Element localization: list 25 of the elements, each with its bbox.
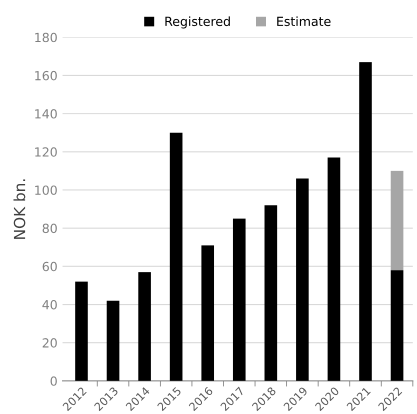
y-tick-label: 80 <box>42 224 57 234</box>
bar <box>390 170 404 270</box>
y-tick-label: 100 <box>35 185 57 195</box>
y-tick-label: 20 <box>42 338 57 348</box>
legend-label: Registered <box>165 16 230 29</box>
y-tick-label: 0 <box>50 376 57 386</box>
y-tick-label: 140 <box>35 109 57 119</box>
y-axis-title: NOK bn. <box>13 179 26 239</box>
bar <box>170 132 182 381</box>
y-tick-label: 180 <box>35 32 57 42</box>
bar <box>201 245 214 381</box>
legend-label: Estimate <box>277 16 331 26</box>
bar <box>106 300 120 381</box>
bar <box>232 218 246 381</box>
y-tick-label: 40 <box>42 300 57 310</box>
bar <box>75 282 88 381</box>
bar <box>296 178 309 381</box>
bar <box>328 158 340 381</box>
bar <box>390 270 404 381</box>
y-tick-label: 160 <box>35 70 57 80</box>
bar <box>138 272 151 381</box>
y-tick-label: 60 <box>42 262 57 272</box>
bar <box>359 62 372 381</box>
y-tick-label: 120 <box>35 147 57 157</box>
bar <box>264 205 278 381</box>
